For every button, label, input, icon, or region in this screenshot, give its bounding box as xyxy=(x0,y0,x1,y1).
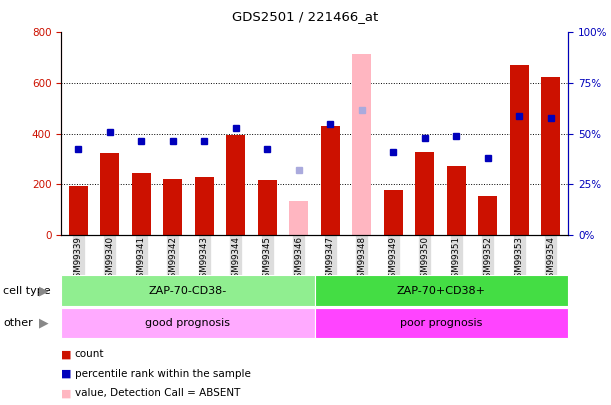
Text: ZAP-70+CD38+: ZAP-70+CD38+ xyxy=(397,286,486,296)
Text: cell type: cell type xyxy=(3,286,51,296)
Text: value, Detection Call = ABSENT: value, Detection Call = ABSENT xyxy=(75,388,240,398)
Bar xyxy=(100,153,119,235)
Text: ▶: ▶ xyxy=(39,284,49,297)
Bar xyxy=(258,180,277,235)
Bar xyxy=(321,126,340,235)
Bar xyxy=(447,166,466,235)
Bar xyxy=(315,275,568,306)
Bar xyxy=(195,177,214,235)
Bar xyxy=(61,308,315,338)
Text: ■: ■ xyxy=(61,350,71,359)
Bar xyxy=(132,173,151,235)
Text: other: other xyxy=(3,318,33,328)
Bar xyxy=(541,77,560,235)
Bar xyxy=(415,152,434,235)
Bar xyxy=(315,308,568,338)
Bar xyxy=(510,65,529,235)
Bar xyxy=(69,185,88,235)
Bar xyxy=(61,275,315,306)
Bar xyxy=(478,196,497,235)
Text: GDS2501 / 221466_at: GDS2501 / 221466_at xyxy=(232,10,379,23)
Text: ■: ■ xyxy=(61,388,71,398)
Text: ■: ■ xyxy=(61,369,71,379)
Text: percentile rank within the sample: percentile rank within the sample xyxy=(75,369,251,379)
Bar xyxy=(164,179,182,235)
Text: count: count xyxy=(75,350,104,359)
Bar xyxy=(227,135,246,235)
Text: ▶: ▶ xyxy=(39,316,49,330)
Text: ZAP-70-CD38-: ZAP-70-CD38- xyxy=(148,286,227,296)
Text: good prognosis: good prognosis xyxy=(145,318,230,328)
Bar xyxy=(290,201,309,235)
Bar xyxy=(353,54,371,235)
Bar xyxy=(384,190,403,235)
Text: poor prognosis: poor prognosis xyxy=(400,318,483,328)
